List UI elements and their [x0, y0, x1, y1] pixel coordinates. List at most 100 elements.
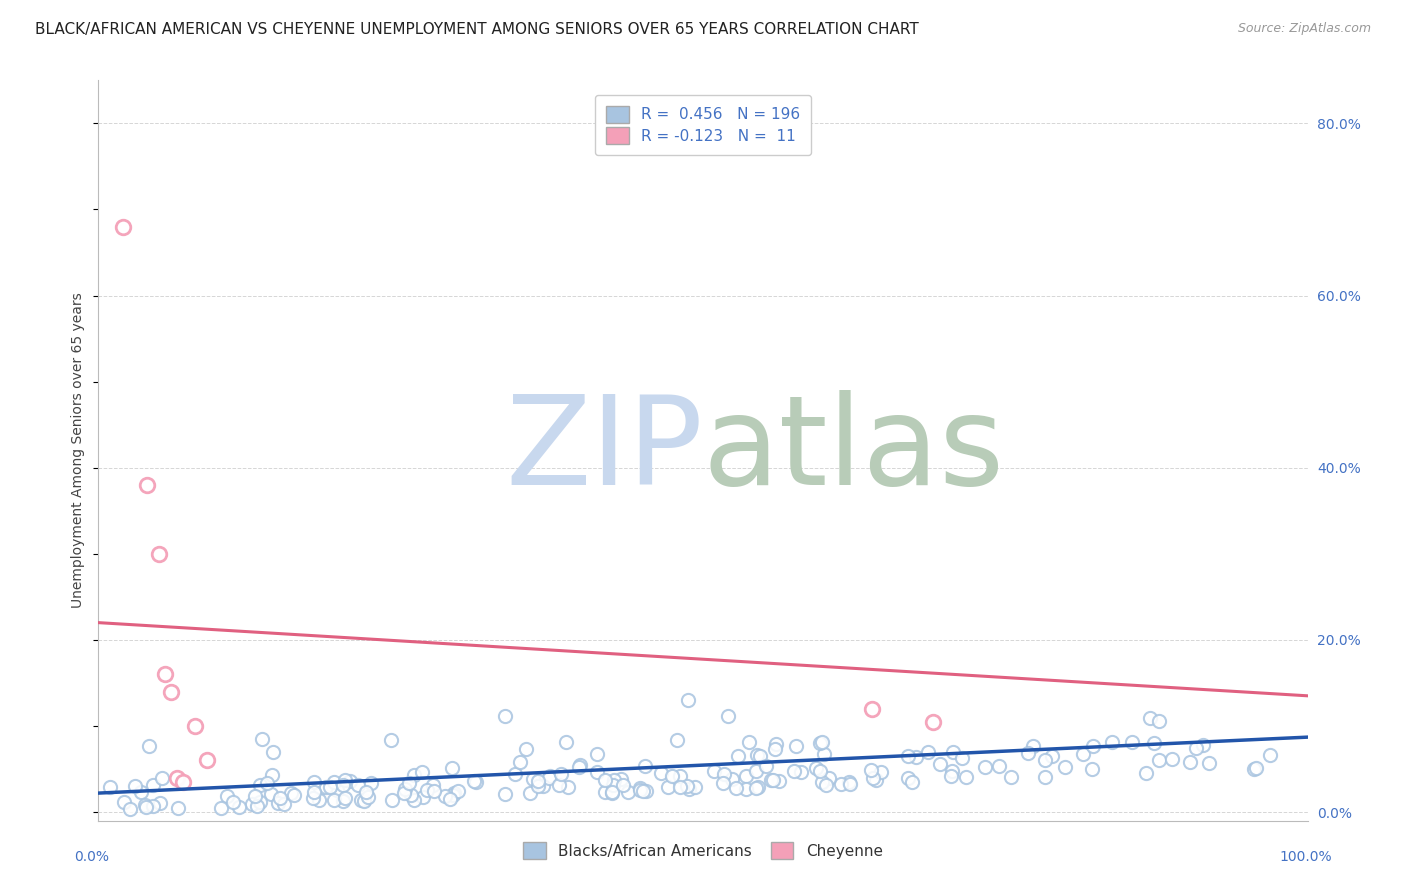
Point — [738, 735, 761, 749]
Point — [1021, 739, 1043, 754]
Point — [503, 766, 526, 780]
Point — [1198, 756, 1220, 771]
Point — [515, 741, 537, 756]
Point — [830, 777, 852, 791]
Point — [353, 792, 375, 806]
Point — [100, 780, 122, 794]
Point — [302, 785, 325, 799]
Point — [308, 780, 330, 795]
Point — [631, 784, 654, 798]
Point — [762, 772, 785, 787]
Point — [749, 748, 772, 763]
Point — [138, 739, 160, 754]
Point — [422, 778, 444, 792]
Point — [557, 780, 579, 795]
Point — [149, 797, 172, 811]
Point — [256, 775, 278, 789]
Point — [464, 775, 486, 789]
Point — [416, 783, 439, 797]
Point — [789, 764, 811, 779]
Point — [323, 792, 346, 806]
Point — [494, 708, 516, 723]
Point — [347, 778, 370, 792]
Point — [783, 764, 806, 778]
Point — [713, 767, 735, 781]
Point — [443, 786, 465, 800]
Point — [865, 773, 887, 788]
Point — [260, 787, 283, 801]
Text: ZIP: ZIP — [505, 390, 703, 511]
Point — [661, 769, 683, 783]
Point — [142, 778, 165, 792]
Point — [325, 782, 347, 797]
Point — [1246, 761, 1268, 775]
Point — [142, 799, 165, 814]
Point — [745, 781, 768, 796]
Point — [716, 709, 738, 723]
Point — [124, 779, 146, 793]
Point — [339, 774, 361, 789]
Point — [249, 795, 271, 809]
Point — [602, 778, 624, 792]
Point — [356, 785, 378, 799]
Point — [905, 749, 928, 764]
Point — [897, 771, 920, 785]
Point — [509, 756, 531, 770]
Point — [1054, 760, 1077, 774]
Point — [713, 775, 735, 789]
Point — [747, 748, 769, 763]
Point — [538, 771, 561, 785]
Point — [870, 765, 893, 780]
Text: Source: ZipAtlas.com: Source: ZipAtlas.com — [1237, 22, 1371, 36]
Point — [761, 772, 783, 787]
Point — [921, 714, 943, 729]
Point — [1101, 735, 1123, 749]
Point — [394, 786, 416, 800]
Point — [228, 799, 250, 814]
Point — [727, 749, 749, 764]
Point — [446, 783, 468, 797]
Point — [860, 702, 883, 716]
Point — [616, 785, 638, 799]
Point — [568, 760, 591, 774]
Point — [610, 772, 633, 787]
Point — [1180, 755, 1202, 769]
Point — [333, 791, 356, 805]
Point — [785, 739, 807, 753]
Point — [269, 790, 291, 805]
Point — [547, 778, 569, 792]
Point — [308, 792, 330, 806]
Point — [434, 789, 457, 803]
Point — [593, 785, 616, 799]
Point — [538, 769, 561, 783]
Point — [896, 749, 918, 764]
Point — [568, 758, 591, 772]
Point — [1017, 746, 1039, 760]
Point — [332, 778, 354, 792]
Point — [602, 773, 624, 788]
Point — [974, 760, 997, 774]
Point — [941, 769, 963, 783]
Point — [1147, 753, 1170, 767]
Point — [721, 772, 744, 787]
Point — [240, 797, 263, 811]
Point — [955, 770, 977, 784]
Point — [252, 732, 274, 747]
Point — [222, 795, 245, 809]
Point — [1000, 770, 1022, 784]
Point — [683, 780, 706, 795]
Point — [135, 800, 157, 814]
Point — [1191, 738, 1213, 752]
Point — [1081, 739, 1104, 753]
Point — [263, 745, 285, 759]
Point — [1121, 735, 1143, 749]
Point — [394, 782, 416, 797]
Point — [1135, 765, 1157, 780]
Point — [1147, 714, 1170, 728]
Text: 100.0%: 100.0% — [1279, 850, 1331, 864]
Point — [1143, 736, 1166, 750]
Point — [531, 779, 554, 793]
Point — [676, 779, 699, 793]
Point — [411, 764, 433, 779]
Point — [650, 766, 672, 780]
